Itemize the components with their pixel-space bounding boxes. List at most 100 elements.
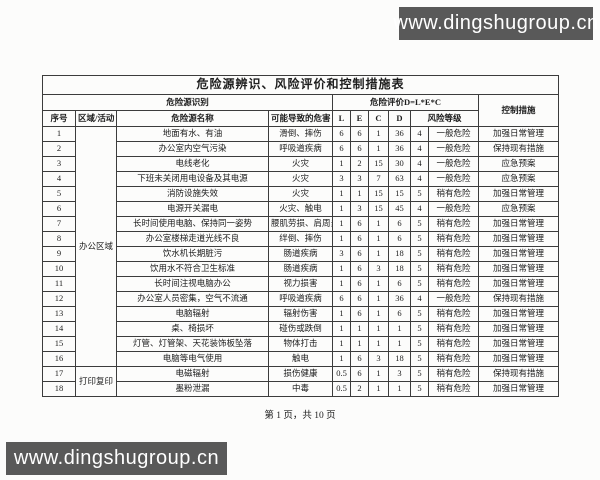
d-value-cell: 1 bbox=[388, 336, 411, 352]
c-value-cell: 1 bbox=[368, 321, 389, 337]
risk-level-cell: 稍有危险 bbox=[428, 276, 479, 292]
d-value-cell: 6 bbox=[388, 216, 411, 232]
l-value-cell: 6 bbox=[332, 141, 351, 157]
control-measure-cell: 加强日常管理 bbox=[477, 261, 560, 277]
e-value-cell: 6 bbox=[350, 351, 369, 367]
c-value-cell: 1 bbox=[368, 306, 389, 322]
risk-grade-cell: 5 bbox=[410, 246, 429, 262]
d-value-cell: 63 bbox=[388, 171, 411, 187]
possible-harm-cell: 呼吸道疾病 bbox=[268, 141, 333, 157]
e-value-cell: 6 bbox=[350, 306, 369, 322]
l-value-cell: 1 bbox=[332, 336, 351, 352]
e-value-cell: 6 bbox=[350, 291, 369, 307]
l-value-cell: 1 bbox=[332, 186, 351, 202]
watermark-bottom-text: www.dingshugroup.cn bbox=[13, 447, 220, 469]
d-value-cell: 36 bbox=[388, 126, 411, 142]
e-value-cell: 6 bbox=[350, 231, 369, 247]
hazard-name-cell: 长时间注视电脑办公 bbox=[116, 276, 269, 292]
risk-grade-cell: 5 bbox=[410, 276, 429, 292]
row-number-cell: 10 bbox=[42, 261, 76, 277]
row-number-cell: 13 bbox=[42, 306, 76, 322]
l-value-cell: 1 bbox=[332, 261, 351, 277]
hazard-name-cell: 饮用水不符合卫生标准 bbox=[116, 261, 269, 277]
d-value-cell: 45 bbox=[388, 201, 411, 217]
d-value-cell: 1 bbox=[388, 321, 411, 337]
table-row: 3 电线老化 火灾 1 2 15 30 4 一般危险 应急预案 bbox=[42, 156, 560, 172]
risk-grade-cell: 4 bbox=[410, 141, 429, 157]
control-measure-cell: 保持现有措施 bbox=[477, 366, 560, 382]
control-measure-cell: 加强日常管理 bbox=[477, 231, 560, 247]
hazard-name-cell: 墨粉泄漏 bbox=[116, 381, 269, 397]
header-group-row: 危险源识别 危险评价D=L*E*C 控制措施 bbox=[42, 94, 560, 127]
watermark-top-text: www.dingshugroup.cn bbox=[393, 12, 599, 34]
table-title: 危险源辨识、风险评价和控制措施表 bbox=[41, 75, 560, 95]
c-value-cell: 1 bbox=[368, 336, 389, 352]
risk-grade-cell: 5 bbox=[410, 231, 429, 247]
c-value-cell: 7 bbox=[368, 171, 389, 187]
e-value-cell: 1 bbox=[350, 321, 369, 337]
c-value-cell: 1 bbox=[368, 246, 389, 262]
l-value-cell: 0.5 bbox=[332, 381, 351, 397]
possible-harm-cell: 碰伤或跌倒 bbox=[268, 321, 333, 337]
table-row: 12 办公室人员密集，空气不流通 呼吸道疾病 6 6 1 36 4 一般危险 保… bbox=[42, 291, 560, 307]
row-number-cell: 7 bbox=[42, 216, 76, 232]
e-value-cell: 2 bbox=[350, 156, 369, 172]
risk-level-cell: 一般危险 bbox=[428, 201, 479, 217]
e-value-cell: 6 bbox=[350, 126, 369, 142]
c-value-cell: 1 bbox=[368, 141, 389, 157]
possible-harm-cell: 火灾、触电 bbox=[268, 201, 333, 217]
c-value-cell: 15 bbox=[368, 201, 389, 217]
risk-level-cell: 稍有危险 bbox=[428, 336, 479, 352]
l-value-cell: 1 bbox=[332, 351, 351, 367]
control-measure-cell: 应急预案 bbox=[477, 171, 560, 187]
risk-grade-cell: 4 bbox=[410, 291, 429, 307]
page-footer: 第 1 页，共 10 页 bbox=[264, 411, 336, 421]
risk-level-cell: 稍有危险 bbox=[428, 216, 479, 232]
hazard-name-cell: 办公室楼梯走道光线不良 bbox=[116, 231, 269, 247]
header-e: E bbox=[350, 110, 369, 127]
header-risk-level: 风险等级 bbox=[410, 110, 479, 127]
e-value-cell: 3 bbox=[350, 171, 369, 187]
e-value-cell: 6 bbox=[350, 141, 369, 157]
e-value-cell: 6 bbox=[350, 366, 369, 382]
l-value-cell: 1 bbox=[332, 306, 351, 322]
row-number-cell: 16 bbox=[42, 351, 76, 367]
hazard-name-cell: 长时间使用电脑、保持同一姿势 bbox=[116, 216, 269, 232]
row-number-cell: 12 bbox=[42, 291, 76, 307]
d-value-cell: 6 bbox=[388, 231, 411, 247]
risk-level-cell: 稍有危险 bbox=[428, 231, 479, 247]
possible-harm-cell: 腰肌劳损、肩周炎 bbox=[268, 216, 333, 232]
possible-harm-cell: 物体打击 bbox=[268, 336, 333, 352]
header-columns-row: 序号 区域/活动 危险源名称 可能导致的危害 L E C D 风险等级 bbox=[42, 110, 559, 127]
control-measure-cell: 加强日常管理 bbox=[477, 216, 560, 232]
table-row: 18 墨粉泄漏 中毒 0.5 2 1 1 5 稍有危险 加强日常管理 bbox=[42, 381, 560, 397]
region-activity-cell: 打印复印 bbox=[75, 366, 117, 397]
table-row: 4 下班未关闭用电设备及其电源 火灾 3 3 7 63 4 一般危险 应急预案 bbox=[42, 171, 560, 187]
hazard-name-cell: 桌、椅损坏 bbox=[116, 321, 269, 337]
c-value-cell: 1 bbox=[368, 231, 389, 247]
control-measure-cell: 加强日常管理 bbox=[477, 276, 560, 292]
l-value-cell: 6 bbox=[332, 126, 351, 142]
risk-level-cell: 稍有危险 bbox=[428, 381, 479, 397]
l-value-cell: 1 bbox=[332, 231, 351, 247]
header-c: C bbox=[368, 110, 389, 127]
control-measure-cell: 加强日常管理 bbox=[477, 351, 560, 367]
l-value-cell: 1 bbox=[332, 276, 351, 292]
control-measure-cell: 加强日常管理 bbox=[477, 381, 560, 397]
possible-harm-cell: 火灾 bbox=[268, 171, 333, 187]
risk-level-cell: 一般危险 bbox=[428, 141, 479, 157]
hazard-name-cell: 地面有水、有油 bbox=[116, 126, 269, 142]
risk-level-cell: 稍有危险 bbox=[428, 321, 479, 337]
table-row: 14 桌、椅损坏 碰伤或跌倒 1 1 1 1 5 稍有危险 加强日常管理 bbox=[42, 321, 560, 337]
hazard-name-cell: 消防设施失效 bbox=[116, 186, 269, 202]
l-value-cell: 1 bbox=[332, 201, 351, 217]
header-possible-harm: 可能导致的危害 bbox=[268, 110, 333, 127]
risk-level-cell: 稍有危险 bbox=[428, 351, 479, 367]
control-measure-cell: 加强日常管理 bbox=[477, 246, 560, 262]
table-row: 16 电脑等电气使用 触电 1 6 3 18 5 稍有危险 加强日常管理 bbox=[42, 351, 560, 367]
control-measure-cell: 加强日常管理 bbox=[477, 321, 560, 337]
table-title-row: 危险源辨识、风险评价和控制措施表 bbox=[41, 75, 560, 95]
header-l: L bbox=[332, 110, 351, 127]
e-value-cell: 6 bbox=[350, 261, 369, 277]
hazard-name-cell: 电脑辐射 bbox=[116, 306, 269, 322]
